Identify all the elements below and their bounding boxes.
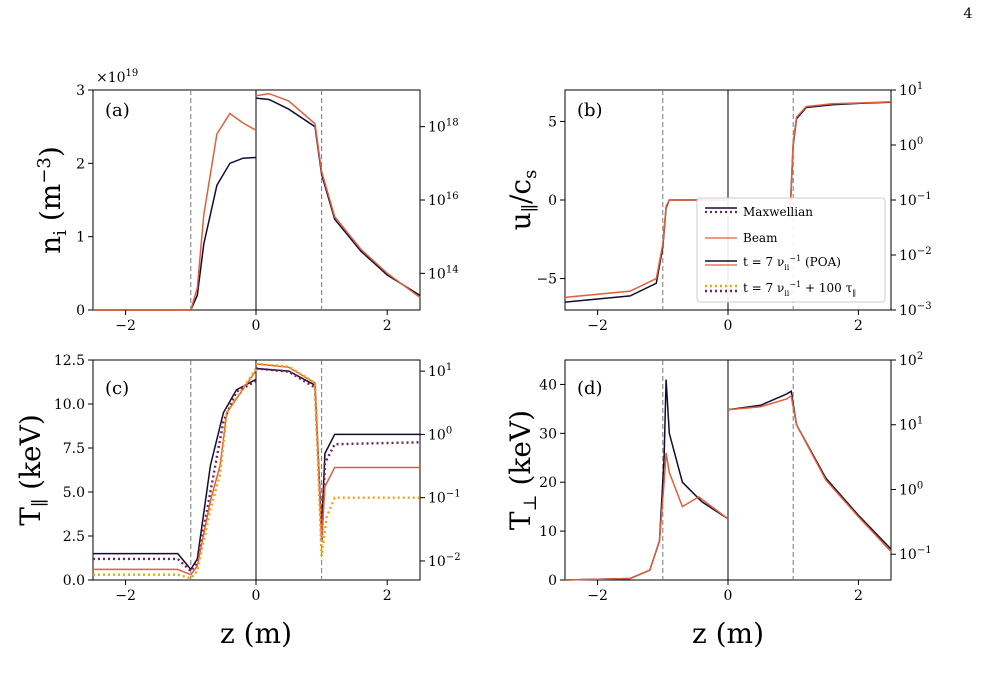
ytick-right-label-c: 101 [428, 362, 452, 380]
x-label-d: z (m) [692, 617, 764, 650]
ytick-label-a: 0 [76, 303, 85, 319]
series-line-right-c-2 [255, 363, 420, 542]
ytick-label-d: 30 [539, 426, 557, 442]
page-number: 4 [964, 6, 973, 22]
y-label-a: ni (m−3) [34, 146, 71, 254]
series-line-left-b-1 [564, 199, 728, 299]
ytick-right-label-c: 10−1 [428, 489, 461, 507]
plot-area-c [93, 360, 421, 580]
plot-area-d [564, 360, 892, 581]
ytick-label-b: 5 [548, 114, 557, 130]
offset-text-a: ×1019 [96, 68, 138, 86]
ytick-label-c: 2.5 [63, 529, 85, 545]
ytick-right-label-b: 100 [899, 136, 923, 154]
series-line-right-a-0 [255, 97, 421, 297]
panel-b: (b) −5 0 5 10−3 10−2 10−1 100 101 −2 0 2 u∥/cs [504, 81, 932, 334]
xtick-label-d: 2 [854, 588, 863, 604]
panel-c: (c) 0.0 2.5 5.0 7.5 10.0 12.5 10−2 10−1 100 101 −2… [14, 353, 461, 650]
ytick-label-c: 0.0 [63, 573, 85, 589]
ytick-right-label-b: 10−3 [899, 301, 932, 319]
series-line-right-a-1 [255, 92, 421, 299]
ticks-a: 0 1 2 3 1014 1016 1018 −2 0 2 [76, 83, 458, 334]
xtick-label-c: 0 [252, 588, 261, 604]
ytick-label-c: 10.0 [54, 397, 85, 413]
ytick-label-b: 0 [548, 193, 557, 209]
plot-area-b [564, 90, 892, 310]
ytick-right-label-a: 1014 [428, 264, 459, 282]
legend-beam: Beam [743, 231, 778, 245]
y-label-b: u∥/cs [504, 170, 541, 231]
ytick-right-label-a: 1016 [428, 191, 459, 209]
ytick-right-label-a: 1018 [428, 118, 459, 136]
ytick-right-label-b: 10−2 [899, 246, 932, 264]
ytick-label-b: −5 [536, 272, 557, 288]
series-line-left-a-0 [93, 156, 257, 311]
panel-label-b: (b) [577, 100, 603, 121]
xtick-label-d: 0 [724, 588, 733, 604]
panel-label-c: (c) [105, 378, 129, 399]
xtick-label-c: 2 [383, 588, 392, 604]
ytick-label-a: 2 [76, 156, 85, 172]
ytick-label-c: 12.5 [54, 353, 85, 369]
series-line-right-d-1 [727, 394, 892, 553]
ytick-right-label-b: 101 [899, 81, 923, 99]
series-line-left-c-3 [93, 368, 257, 580]
series-line-left-c-1 [93, 380, 257, 574]
ytick-right-label-d: 102 [899, 351, 923, 369]
xtick-label-a: 2 [383, 318, 392, 334]
xtick-label-d: −2 [587, 588, 608, 604]
x-label-c: z (m) [220, 617, 292, 650]
xtick-label-a: −2 [115, 318, 136, 334]
series-line-left-a-1 [93, 112, 257, 311]
plot-area-a [93, 90, 421, 311]
series-line-left-c-2 [93, 370, 257, 576]
ytick-label-d: 10 [539, 524, 557, 540]
panel-label-a: (a) [105, 100, 130, 121]
ytick-label-a: 3 [76, 83, 85, 99]
y-label-d: T⊥ (keV) [504, 410, 541, 530]
ytick-label-c: 7.5 [63, 441, 85, 457]
series-line-left-d-1 [564, 452, 729, 581]
ytick-label-a: 1 [76, 230, 85, 246]
series-line-right-b-1 [789, 101, 892, 217]
legend: Maxwellian Beam t = 7 νii−1 (POA) t = 7 … [696, 197, 886, 303]
ytick-right-label-b: 10−1 [899, 191, 932, 209]
ytick-label-d: 40 [539, 377, 557, 393]
ytick-right-label-d: 101 [899, 416, 923, 434]
ytick-right-label-c: 10−2 [428, 552, 461, 570]
xtick-label-b: 2 [854, 318, 863, 334]
ytick-label-d: 20 [539, 475, 557, 491]
xtick-label-a: 0 [252, 318, 261, 334]
series-line-right-c-0 [255, 367, 420, 531]
legend-maxwellian: Maxwellian [743, 205, 813, 219]
y-label-c: T∥ (keV) [14, 414, 51, 526]
panel-a: (a) ×1019 0 1 2 3 1014 1016 1018 −2 0 2 ni (m−3) [34, 68, 459, 334]
ytick-right-label-c: 100 [428, 425, 452, 443]
series-line-left-d-0 [564, 379, 729, 581]
panel-label-d: (d) [577, 378, 603, 399]
xtick-label-b: −2 [587, 318, 608, 334]
xtick-label-c: −2 [115, 588, 136, 604]
ytick-label-c: 5.0 [63, 485, 85, 501]
series-line-left-c-0 [93, 378, 257, 571]
ytick-label-d: 0 [548, 573, 557, 589]
ytick-right-label-d: 10−1 [899, 545, 932, 563]
xtick-label-b: 0 [724, 318, 733, 334]
ytick-right-label-d: 100 [899, 480, 923, 498]
series-line-right-c-1 [255, 367, 421, 542]
series-line-right-c-3 [255, 362, 420, 557]
